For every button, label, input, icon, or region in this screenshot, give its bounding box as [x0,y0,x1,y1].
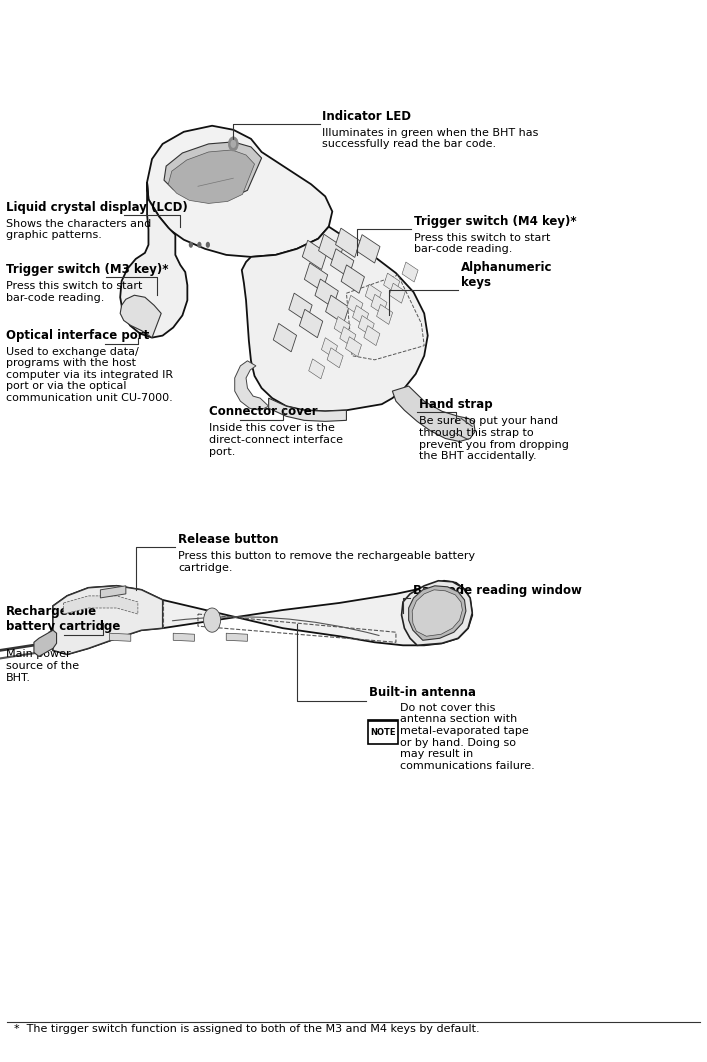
Text: Do not cover this
antenna section with
metal-evaporated tape
or by hand. Doing s: Do not cover this antenna section with m… [400,703,535,771]
Polygon shape [353,306,368,325]
Text: Release button: Release button [178,533,279,547]
Text: Main power
source of the
BHT.: Main power source of the BHT. [6,649,78,683]
Polygon shape [269,398,346,422]
Text: Components and Functions: Components and Functions [162,15,545,38]
Polygon shape [412,589,462,636]
Polygon shape [173,633,194,641]
Circle shape [197,242,201,247]
Polygon shape [357,235,380,263]
Polygon shape [164,142,262,201]
Text: Alphanumeric
keys: Alphanumeric keys [461,261,552,289]
Polygon shape [289,293,312,322]
Polygon shape [326,295,349,324]
Text: Indicator LED: Indicator LED [322,109,411,123]
Text: Connector cover: Connector cover [209,406,317,418]
Polygon shape [100,586,126,598]
Circle shape [206,242,210,247]
Text: Press this button to remove the rechargeable battery
cartridge.: Press this button to remove the recharge… [178,551,475,573]
Text: Shows the characters and
graphic patterns.: Shows the characters and graphic pattern… [6,219,151,240]
Polygon shape [341,264,364,293]
Polygon shape [402,581,472,646]
Polygon shape [235,361,269,410]
Polygon shape [409,586,466,640]
Polygon shape [327,347,343,367]
Polygon shape [309,359,325,379]
Polygon shape [377,305,392,324]
Text: Built-in antenna: Built-in antenna [369,686,476,699]
Polygon shape [274,324,296,352]
Polygon shape [34,630,57,656]
Polygon shape [366,285,381,304]
Text: Press this switch to start
bar-code reading.: Press this switch to start bar-code read… [414,233,551,254]
Circle shape [204,607,221,632]
Polygon shape [336,228,360,257]
Polygon shape [390,284,405,304]
Polygon shape [384,273,399,293]
Polygon shape [371,294,387,314]
Polygon shape [53,586,163,654]
Text: NOTE: NOTE [370,727,396,737]
FancyBboxPatch shape [368,720,398,744]
Text: Be sure to put your hand
through this strap to
prevent you from dropping
the BHT: Be sure to put your hand through this st… [419,416,569,461]
Polygon shape [242,226,428,411]
Polygon shape [226,633,247,641]
Polygon shape [402,262,418,282]
Polygon shape [346,337,361,357]
Text: *  The tirgger switch function is assigned to both of the M3 and M4 keys by defa: * The tirgger switch function is assigne… [14,1024,480,1033]
Polygon shape [147,125,332,257]
Polygon shape [300,309,322,338]
Polygon shape [53,581,472,654]
Text: Bar-code reading window: Bar-code reading window [413,584,582,597]
Text: Optical interface port: Optical interface port [6,328,149,342]
Text: Used to exchange data/
programs with the host
computer via its integrated IR
por: Used to exchange data/ programs with the… [6,346,173,404]
Polygon shape [64,596,138,614]
Polygon shape [334,316,350,337]
Text: Trigger switch (M3 key)*: Trigger switch (M3 key)* [6,263,168,276]
Polygon shape [120,295,161,338]
Text: Illuminates in green when the BHT has
successfully read the bar code.: Illuminates in green when the BHT has su… [322,127,539,150]
Polygon shape [319,235,343,263]
Circle shape [228,137,238,151]
Text: Trigger switch (M4 key)*: Trigger switch (M4 key)* [414,215,577,227]
Circle shape [230,140,236,148]
Polygon shape [315,279,338,307]
Polygon shape [392,386,475,442]
Polygon shape [364,326,380,345]
Text: Inside this cover is the
direct-connect interface
port.: Inside this cover is the direct-connect … [209,424,343,457]
Polygon shape [303,240,327,270]
Polygon shape [347,295,363,315]
Polygon shape [331,249,354,277]
Polygon shape [168,150,255,204]
Text: Hand strap: Hand strap [419,398,493,411]
Circle shape [189,242,193,247]
Polygon shape [305,263,327,291]
Text: Press this switch to start
bar-code reading.: Press this switch to start bar-code read… [6,281,142,303]
Text: Liquid crystal display (LCD): Liquid crystal display (LCD) [6,201,187,213]
Polygon shape [120,183,187,338]
Polygon shape [340,327,356,346]
Polygon shape [358,315,374,336]
Polygon shape [110,633,131,641]
Polygon shape [322,338,337,358]
Text: Rechargeable
battery cartridge: Rechargeable battery cartridge [6,605,120,633]
